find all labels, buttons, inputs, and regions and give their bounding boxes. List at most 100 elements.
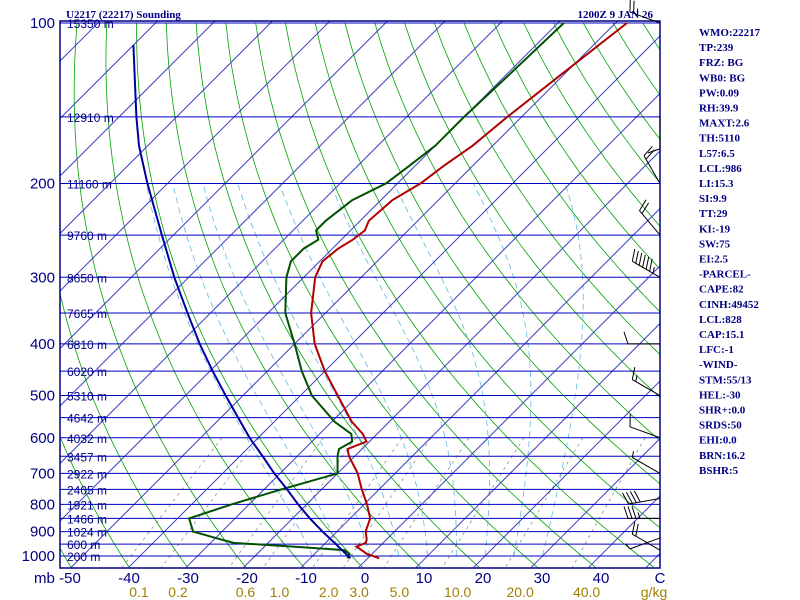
dry-adiabat-line <box>60 435 130 568</box>
index-value: LI:15.3 <box>699 178 734 190</box>
index-value: BRN:16.2 <box>699 450 746 462</box>
index-value: TT:29 <box>699 208 728 220</box>
wind-barb-flag <box>623 506 629 519</box>
height-label: 6810 m <box>67 338 107 352</box>
wind-barb <box>631 451 661 474</box>
wind-barb <box>629 414 661 439</box>
dry-adiabat-line <box>136 22 363 568</box>
temperature-tick-label: -10 <box>295 570 317 587</box>
sounding-curves <box>132 22 628 560</box>
index-value: KI:-19 <box>699 223 731 235</box>
isotherm-line <box>60 21 331 292</box>
index-value: MAXT:2.6 <box>699 118 750 130</box>
temperature-tick-label: 10 <box>416 570 433 587</box>
height-label: 12910 m <box>67 111 114 125</box>
mixing-ratio-label: 2.0 <box>319 584 339 600</box>
wind-barb-flag <box>631 367 636 380</box>
height-label: 1921 m <box>67 498 107 512</box>
wind-barb-shaft <box>629 11 661 24</box>
dry-adiabat-line <box>314 22 660 529</box>
isotherm-line <box>60 21 274 235</box>
index-value: TP:239 <box>699 42 734 54</box>
temperature-tick-label: -40 <box>118 570 140 587</box>
wind-barb-flag <box>633 490 641 503</box>
wind-barb-flag <box>631 248 636 262</box>
temperature-tick-label: 30 <box>534 570 551 587</box>
dry-adiabat-line <box>195 22 480 568</box>
temperature-tick-label: -20 <box>236 570 258 587</box>
dry-adiabat-line <box>60 291 188 568</box>
wind-barb-half-flag <box>637 512 641 519</box>
pressure-tick-label: 300 <box>30 269 55 286</box>
isotherm-line <box>70 21 619 568</box>
mixing-ratio-line <box>161 437 260 568</box>
mixing-ratio-label: 3.0 <box>349 584 369 600</box>
wind-barb-half-flag <box>625 543 631 550</box>
wind-barb-shaft <box>629 537 661 550</box>
wind-barb-half-flag <box>652 267 655 274</box>
wind-barb-flag <box>645 256 650 270</box>
index-value: EI:2.5 <box>699 254 729 266</box>
wind-barb <box>622 490 661 505</box>
wind-barb <box>623 506 660 519</box>
height-label: 7665 m <box>67 307 107 321</box>
pressure-tick-label: 900 <box>30 524 55 541</box>
index-value: STM:55/13 <box>699 374 752 386</box>
isotherm-line <box>128 35 660 568</box>
isotherm-line <box>60 21 504 465</box>
temperature-tick-label: 20 <box>475 570 492 587</box>
height-label: 5310 m <box>67 390 107 404</box>
mixing-ratio-line <box>343 437 432 568</box>
mixing-ratio-label: 0.1 <box>129 584 149 600</box>
isotherm-line <box>358 265 660 568</box>
index-value: SHR+:0.0 <box>699 405 746 417</box>
height-label: 3457 m <box>67 450 107 464</box>
wind-barb-flag <box>638 252 643 266</box>
dry-adiabat-line <box>404 22 660 398</box>
wind-barb-flag <box>623 331 629 345</box>
wind-barb-flag <box>635 250 639 264</box>
wind-barb-shaft <box>632 457 661 474</box>
mixing-ratio-line <box>122 437 223 568</box>
index-value: CAP:15.1 <box>699 329 745 341</box>
moist-adiabat-line <box>393 183 491 557</box>
moist-adiabat-line <box>473 183 532 557</box>
pressure-tick-label: 1000 <box>22 548 55 565</box>
isotherm-line <box>60 21 159 120</box>
height-label: 1024 m <box>67 526 107 540</box>
dry-adiabat-line <box>165 22 421 568</box>
pressure-tick-label: 200 <box>30 175 55 192</box>
index-value: WB0: BG <box>699 72 746 84</box>
height-label: 8650 m <box>67 271 107 285</box>
wind-barb-flag <box>631 521 636 535</box>
isotherm-line <box>60 21 561 522</box>
mixing-ratio-label: 40.0 <box>573 584 600 600</box>
wind-barb <box>643 145 661 184</box>
index-value: WMO:22217 <box>699 27 761 39</box>
dry-adiabat-line <box>493 22 660 270</box>
wind-barb-shaft <box>629 426 661 439</box>
index-value: SRDS:50 <box>699 420 742 432</box>
mixing-ratio-line <box>572 437 646 568</box>
isotherm-line <box>60 21 446 407</box>
moist-adiabat-line <box>202 183 371 557</box>
mixing-ratio-label: 5.0 <box>390 584 410 600</box>
height-label: 6020 m <box>67 365 107 379</box>
height-label: 15350 m <box>67 17 114 31</box>
wind-barb-flag <box>627 506 633 519</box>
dry-adiabat-line <box>73 22 247 568</box>
index-value: BSHR:5 <box>699 465 739 477</box>
wind-barb-flag <box>641 202 650 214</box>
isotherm-line <box>530 437 660 568</box>
wind-barb-half-flag <box>631 451 635 458</box>
index-value: SW:75 <box>699 238 731 250</box>
mixing-ratio-line <box>383 437 470 568</box>
background-lines <box>60 21 660 568</box>
temperature-tick-label: 0 <box>361 570 369 587</box>
mixing-ratio-label: 10.0 <box>444 584 471 600</box>
plot-frame <box>59 20 661 569</box>
dry-adiabat-line <box>463 22 660 313</box>
height-label: 2922 m <box>67 467 107 481</box>
